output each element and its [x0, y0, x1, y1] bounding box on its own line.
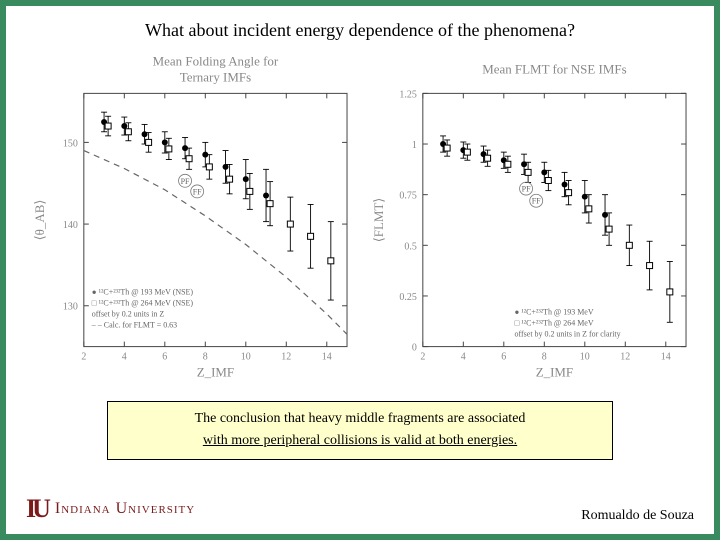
- svg-text:PF: PF: [522, 185, 531, 194]
- svg-text:● ¹²C+²³²Th @ 193 MeV: ● ¹²C+²³²Th @ 193 MeV: [515, 308, 594, 317]
- svg-text:130: 130: [63, 302, 78, 313]
- footer: IU Indiana University Romualdo de Souza: [26, 494, 694, 524]
- svg-text:0: 0: [412, 343, 417, 354]
- svg-text:FF: FF: [532, 197, 541, 206]
- svg-text:0.75: 0.75: [399, 191, 416, 202]
- svg-text:offset by 0.2 units in Z: offset by 0.2 units in Z: [92, 310, 165, 319]
- svg-text:2: 2: [81, 352, 86, 363]
- chart-left: Mean Folding Angle forTernary IMFs 2 4 6 8 10…: [26, 47, 355, 387]
- iu-logo-text: Indiana University: [55, 500, 195, 518]
- svg-text:2: 2: [420, 352, 425, 363]
- conclusion-line1: The conclusion that heavy middle fragmen…: [195, 411, 526, 426]
- svg-text:□ ¹²C+²³²Th @ 264 MeV (NSE): □ ¹²C+²³²Th @ 264 MeV (NSE): [92, 299, 194, 308]
- svg-text:14: 14: [661, 352, 671, 363]
- svg-text:□ ¹²C+²³²Th @ 264 MeV: □ ¹²C+²³²Th @ 264 MeV: [515, 319, 594, 328]
- svg-text:Z_IMF: Z_IMF: [197, 365, 234, 380]
- svg-text:1: 1: [412, 140, 417, 151]
- svg-text:– – Calc. for FLMT = 0.63: – – Calc. for FLMT = 0.63: [91, 321, 177, 330]
- svg-text:6: 6: [162, 352, 167, 363]
- svg-text:8: 8: [542, 352, 547, 363]
- svg-text:14: 14: [322, 352, 332, 363]
- svg-text:4: 4: [461, 352, 466, 363]
- svg-text:10: 10: [241, 352, 251, 363]
- chart-right: Mean FLMT for NSE IMFs 2 4 6 8 10 12 14 0 0.25 0.5…: [365, 47, 694, 387]
- svg-text:1.25: 1.25: [399, 89, 416, 100]
- svg-text:150: 150: [63, 138, 78, 149]
- conclusion-box: The conclusion that heavy middle fragmen…: [107, 401, 613, 460]
- svg-text:6: 6: [501, 352, 506, 363]
- slide-frame: What about incident energy dependence of…: [0, 0, 720, 540]
- svg-text:12: 12: [620, 352, 630, 363]
- svg-text:12: 12: [281, 352, 291, 363]
- svg-text:⟨FLMT⟩: ⟨FLMT⟩: [371, 198, 386, 243]
- svg-text:Mean FLMT for NSE IMFs: Mean FLMT for NSE IMFs: [482, 61, 626, 76]
- conclusion-line2: with more peripheral collisions is valid…: [203, 433, 517, 448]
- svg-text:0.5: 0.5: [404, 241, 416, 252]
- svg-text:8: 8: [203, 352, 208, 363]
- svg-text:Ternary IMFs: Ternary IMFs: [180, 69, 251, 84]
- svg-text:offset by 0.2 units in Z for c: offset by 0.2 units in Z for clarity: [515, 330, 621, 339]
- slide-title: What about incident energy dependence of…: [26, 20, 694, 41]
- svg-text:PF: PF: [181, 177, 190, 186]
- svg-text:Mean Folding Angle for: Mean Folding Angle for: [153, 53, 279, 68]
- svg-text:10: 10: [580, 352, 590, 363]
- svg-text:4: 4: [122, 352, 127, 363]
- svg-text:0.25: 0.25: [399, 292, 416, 303]
- svg-text:⟨θ_AB⟩: ⟨θ_AB⟩: [32, 200, 47, 241]
- iu-logo: IU Indiana University: [26, 494, 195, 524]
- svg-text:● ¹²C+²³²Th @ 193 MeV (NSE): ● ¹²C+²³²Th @ 193 MeV (NSE): [92, 288, 194, 297]
- iu-mark-icon: IU: [26, 494, 47, 524]
- svg-text:140: 140: [63, 220, 78, 231]
- charts-row: Mean Folding Angle forTernary IMFs246810…: [26, 47, 694, 387]
- svg-text:FF: FF: [193, 187, 202, 196]
- author-name: Romualdo de Souza: [581, 508, 694, 524]
- svg-text:Z_IMF: Z_IMF: [536, 365, 573, 380]
